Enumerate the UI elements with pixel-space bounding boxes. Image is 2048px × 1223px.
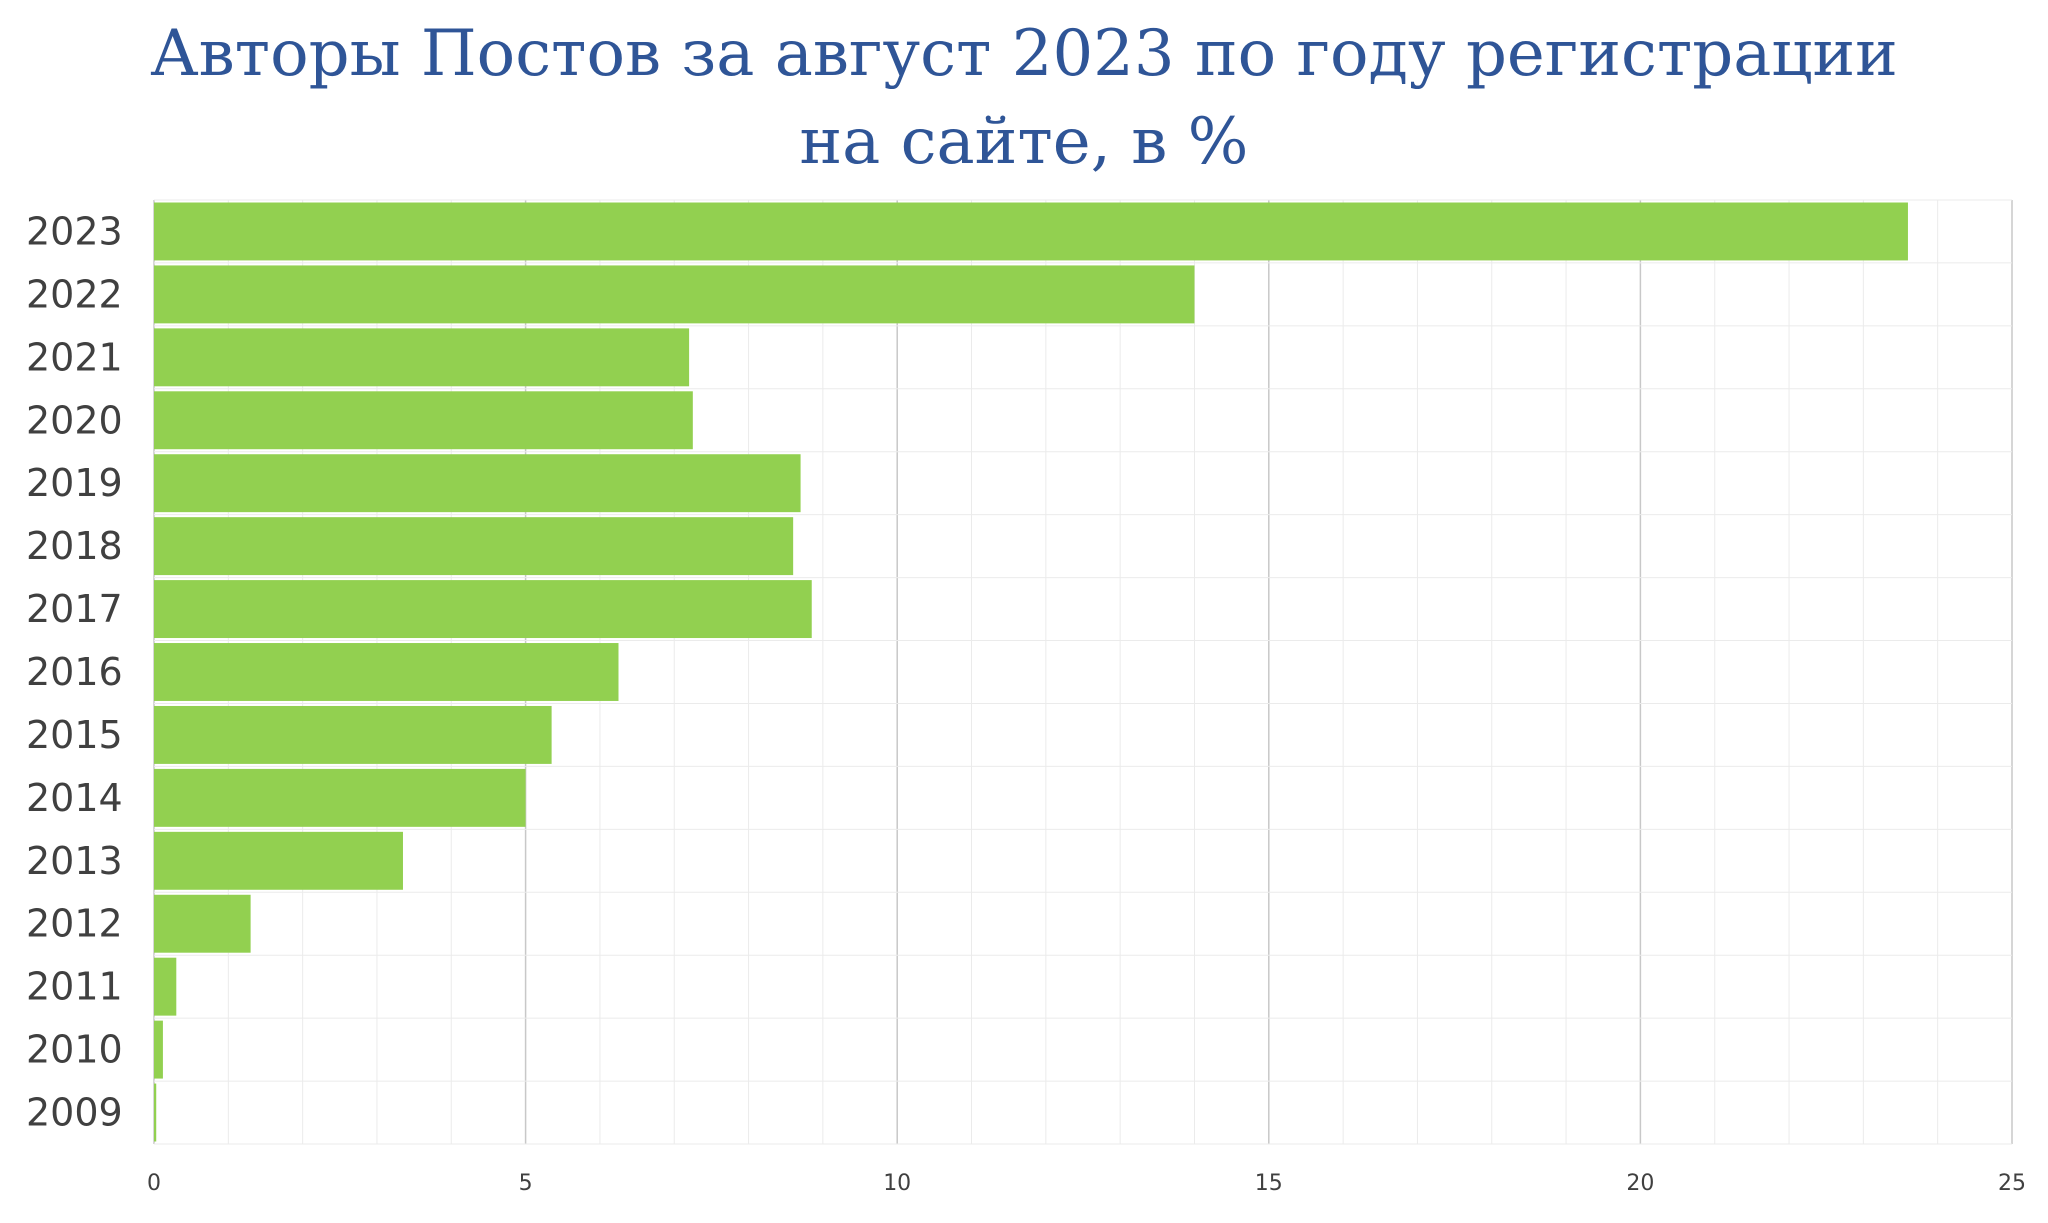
category-label-2016: 2016: [26, 650, 123, 694]
x-tick-label-0: 0: [147, 1171, 161, 1196]
x-axis-ticks: 0 5 10 15 20 25: [147, 1171, 2026, 1196]
x-tick-label-10: 10: [883, 1171, 911, 1196]
bar-2019: [154, 454, 801, 513]
x-tick-label-5: 5: [519, 1171, 533, 1196]
category-label-2021: 2021: [26, 335, 123, 379]
category-label-2013: 2013: [26, 839, 123, 883]
category-label-2023: 2023: [26, 209, 123, 253]
category-label-2022: 2022: [26, 272, 123, 316]
bar-2015: [154, 705, 552, 764]
bar-2010: [154, 1020, 163, 1079]
category-label-2011: 2011: [26, 965, 123, 1009]
category-label-2010: 2010: [26, 1028, 123, 1072]
category-label-2019: 2019: [26, 461, 123, 505]
bars: [154, 202, 1908, 1142]
bar-2009: [154, 1083, 157, 1142]
category-label-2018: 2018: [26, 524, 123, 568]
bar-2014: [154, 768, 526, 827]
x-tick-label-20: 20: [1626, 1171, 1654, 1196]
x-tick-label-15: 15: [1255, 1171, 1283, 1196]
category-labels: 2023 2022 2021 2020 2019 2018 2017 2016 2015 2014…: [26, 209, 123, 1134]
bar-2017: [154, 580, 812, 639]
bar-2018: [154, 517, 794, 576]
bar-2020: [154, 391, 693, 450]
category-label-2009: 2009: [26, 1091, 123, 1135]
bar-2011: [154, 957, 177, 1016]
chart-title: Авторы Постов за август 2023 по году рег…: [0, 10, 2048, 186]
category-label-2012: 2012: [26, 902, 123, 946]
bar-2016: [154, 643, 619, 701]
x-tick-label-25: 25: [1998, 1171, 2026, 1196]
bar-2013: [154, 831, 403, 890]
chart-title-line-2: на сайте, в %: [799, 105, 1249, 179]
category-label-2017: 2017: [26, 587, 123, 631]
bar-2012: [154, 894, 251, 953]
chart-title-line-1: Авторы Постов за август 2023 по году рег…: [150, 17, 1898, 91]
category-label-2020: 2020: [26, 398, 123, 442]
bar-2023: [154, 202, 1908, 261]
bar-2022: [154, 265, 1195, 324]
bar-2021: [154, 328, 690, 387]
category-label-2015: 2015: [26, 713, 123, 757]
category-label-2014: 2014: [26, 776, 123, 820]
